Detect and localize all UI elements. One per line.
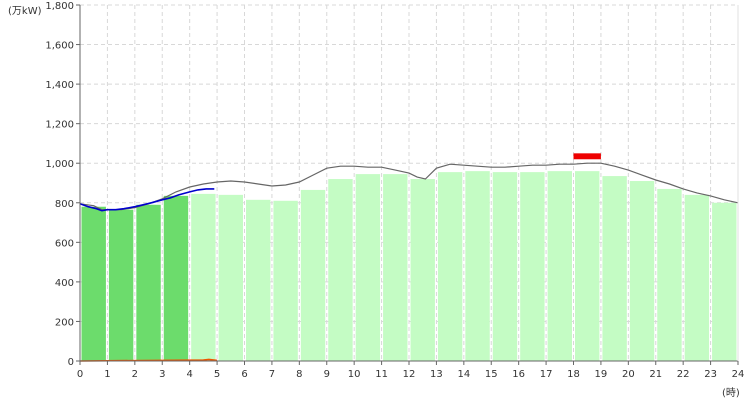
forecast-bar (602, 176, 627, 361)
y-tick-label: 800 (55, 199, 74, 210)
bar-series (81, 171, 737, 361)
x-unit-label: (時) (722, 387, 740, 399)
x-tick-label: 17 (540, 369, 553, 380)
y-tick-label: 200 (55, 317, 74, 328)
actual-bar (108, 209, 134, 361)
x-tick-labels: 0 1 2 3 4 5 6 7 8 9 10 11 12 13 14 15 16 17 18 19 20 21 22 23 24 (77, 369, 745, 380)
x-tick-label: 21 (649, 369, 662, 380)
actual-bar (81, 206, 106, 361)
peak-marker (573, 153, 601, 160)
forecast-bar (273, 200, 298, 361)
x-tick-label: 23 (704, 369, 717, 380)
actual-bar (163, 195, 189, 361)
x-tick-label: 10 (348, 369, 361, 380)
x-tick-label: 24 (732, 369, 745, 380)
grid-lines (80, 4, 738, 361)
forecast-bar (437, 172, 463, 361)
y-tick-label: 400 (55, 278, 74, 289)
x-tick-label: 8 (296, 369, 302, 380)
forecast-bar (191, 193, 216, 361)
x-tick-label: 12 (403, 369, 416, 380)
forecast-bar (300, 189, 326, 361)
x-tick-label: 20 (622, 369, 635, 380)
forecast-demand-line (79, 162, 739, 211)
x-tick-label: 19 (595, 369, 608, 380)
forecast-bar (712, 202, 737, 361)
x-tick-label: 18 (567, 369, 580, 380)
forecast-bar (575, 171, 600, 361)
axes (76, 4, 739, 365)
forecast-bar (218, 194, 243, 361)
x-tick-label: 1 (104, 369, 110, 380)
x-tick-label: 13 (430, 369, 443, 380)
actual-bar (136, 204, 161, 361)
forecast-bar (684, 194, 710, 361)
x-tick-label: 14 (457, 369, 470, 380)
x-tick-label: 7 (269, 369, 275, 380)
forecast-bar (246, 199, 271, 361)
y-unit-label: (万kW) (8, 6, 42, 17)
x-tick-label: 3 (159, 369, 165, 380)
x-tick-label: 11 (375, 369, 388, 380)
forecast-bar (328, 179, 353, 361)
forecast-bar (465, 171, 490, 361)
x-tick-label: 9 (324, 369, 330, 380)
forecast-bar (547, 171, 572, 361)
forecast-bar (629, 181, 655, 361)
forecast-bar (355, 174, 381, 361)
actual-demand-line (79, 188, 215, 212)
y-tick-label: 1,800 (45, 1, 74, 12)
forecast-bar (383, 174, 408, 361)
x-tick-label: 15 (485, 369, 498, 380)
forecast-bar (492, 172, 518, 361)
y-tick-labels: 0 200 400 600 800 1,000 1,200 1,400 1,600 1,800 (45, 1, 74, 368)
x-tick-label: 5 (214, 369, 220, 380)
y-tick-label: 1,400 (45, 80, 74, 91)
x-tick-label: 16 (512, 369, 525, 380)
x-tick-label: 22 (677, 369, 690, 380)
x-tick-label: 0 (77, 369, 83, 380)
x-tick-label: 6 (241, 369, 247, 380)
x-tick-label: 4 (186, 369, 192, 380)
x-tick-label: 2 (132, 369, 138, 380)
y-tick-label: 1,600 (45, 41, 74, 52)
y-tick-label: 0 (68, 357, 74, 368)
forecast-bar (520, 172, 545, 361)
forecast-bar (657, 188, 682, 361)
y-tick-label: 1,200 (45, 120, 74, 131)
forecast-bar (410, 179, 435, 361)
y-tick-label: 1,000 (45, 159, 74, 170)
y-tick-label: 600 (55, 238, 74, 249)
